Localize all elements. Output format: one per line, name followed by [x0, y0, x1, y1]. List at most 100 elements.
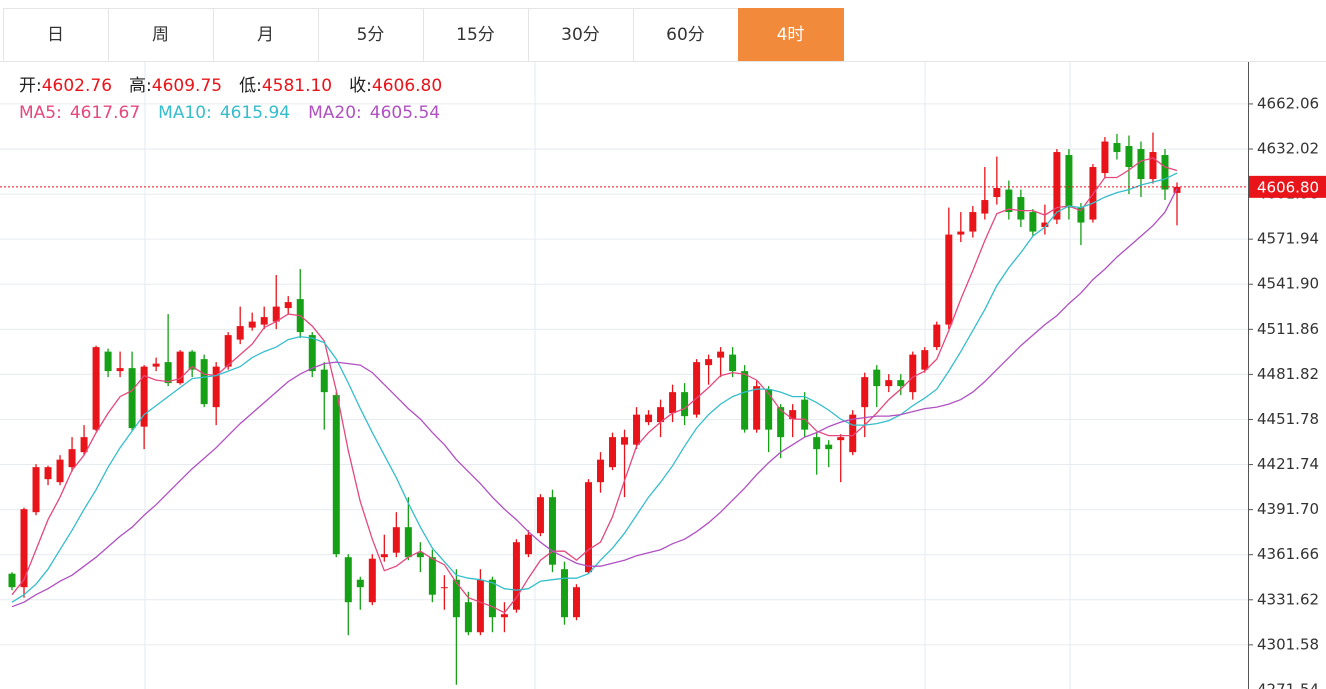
tab-label[interactable]: 日: [47, 25, 64, 45]
candle-body: [392, 527, 400, 553]
candle-body: [645, 414, 653, 423]
legend-value: 4617.67: [70, 103, 140, 123]
candle-body: [1029, 212, 1037, 232]
legend-name: MA10:: [158, 103, 212, 123]
candle-body: [1125, 146, 1133, 168]
tab-label[interactable]: 周: [152, 25, 169, 45]
tab-label[interactable]: 5分: [357, 25, 385, 45]
candle-body: [512, 542, 520, 610]
candle-body: [609, 437, 617, 468]
y-tick-label: 4331.62: [1257, 590, 1319, 608]
candle-body: [717, 351, 725, 358]
tab-label[interactable]: 15分: [456, 25, 495, 45]
ma-line: [11, 157, 1178, 614]
candle-body: [1077, 207, 1085, 223]
last-price-tag: [1249, 175, 1326, 198]
y-tick-label: 4421.74: [1257, 455, 1319, 473]
plot: [0, 103, 1248, 685]
y-tick-label: 4481.82: [1257, 365, 1319, 383]
candle-body: [885, 380, 893, 387]
candle-body: [1113, 143, 1121, 153]
candle-body: [633, 414, 641, 445]
candle-body: [248, 321, 256, 328]
ohlc-value: 4609.75: [152, 76, 222, 96]
candle-body: [933, 324, 941, 348]
candle-body: [260, 317, 268, 325]
ma-line: [11, 172, 1178, 603]
ohlc-label: 低:: [239, 76, 262, 96]
y-tick-label: 4632.02: [1257, 140, 1319, 158]
candle-body: [1053, 152, 1061, 220]
candle-body: [476, 579, 484, 633]
ohlc-value: 4606.80: [372, 76, 442, 96]
candle-body: [140, 366, 148, 427]
candle-body: [957, 231, 965, 235]
candle-body: [440, 587, 448, 589]
candle-body: [1017, 197, 1025, 220]
candle-body: [128, 368, 136, 429]
tab-label[interactable]: 月: [257, 25, 274, 45]
candle-body: [1137, 149, 1145, 180]
last-price-label: 4606.80: [1257, 178, 1319, 196]
candle-body: [741, 371, 749, 430]
candle-body: [969, 212, 977, 232]
tab[interactable]: [423, 8, 529, 62]
tab-label[interactable]: 30分: [561, 25, 600, 45]
candle-body: [1041, 222, 1049, 228]
candle-body: [657, 407, 665, 423]
grid: [144, 62, 1071, 689]
tab[interactable]: [528, 8, 634, 62]
candle-body: [669, 392, 677, 414]
candle-body: [212, 366, 220, 408]
tab-label[interactable]: 4时: [777, 25, 805, 45]
tab[interactable]: [3, 8, 109, 62]
candle-body: [344, 557, 352, 603]
candle-body: [176, 351, 184, 384]
ohlc-label: 高:: [129, 76, 152, 96]
candle-body: [464, 602, 472, 633]
candle-body: [8, 573, 16, 588]
y-tick-label: 4271.54: [1257, 680, 1319, 689]
candle-body: [1005, 189, 1013, 213]
y-tick-label: 4391.70: [1257, 500, 1319, 518]
tab[interactable]: [738, 8, 844, 62]
candle-body: [80, 437, 88, 453]
candle-body: [320, 369, 328, 393]
candle-body: [308, 335, 316, 372]
candle-body: [909, 354, 917, 393]
candle-body: [116, 368, 124, 372]
y-tick-label: 4451.78: [1257, 410, 1319, 428]
candle-body: [861, 377, 869, 408]
tab[interactable]: [318, 8, 424, 62]
candle-body: [993, 188, 1001, 198]
candle-body: [368, 558, 376, 603]
candle-body: [572, 587, 580, 618]
candle-body: [428, 557, 436, 595]
candle-body: [560, 569, 568, 618]
candle-body: [789, 410, 797, 420]
ma-line: [11, 188, 1178, 608]
candle-body: [801, 399, 809, 430]
candle-body: [200, 359, 208, 405]
candle-body: [813, 437, 821, 450]
candle-body: [44, 467, 52, 480]
tab-label[interactable]: 60分: [666, 25, 705, 45]
ohlc-label: 开:: [19, 76, 42, 96]
candle-body: [488, 579, 496, 618]
y-tick-label: 4511.86: [1257, 320, 1319, 338]
candle-body: [1161, 155, 1169, 190]
candle-body: [380, 554, 388, 558]
legend-value: 4615.94: [220, 103, 290, 123]
candle-body: [32, 467, 40, 513]
candle-body: [68, 449, 76, 468]
candle-body: [56, 459, 64, 483]
candle-body: [224, 335, 232, 367]
tab[interactable]: [213, 8, 319, 62]
ohlc-label: 收:: [349, 76, 372, 96]
y-axis: 4662.064632.024601.984571.944541.904511.…: [1248, 94, 1326, 689]
candle-body: [416, 552, 424, 558]
y-tick-label: 4571.94: [1257, 230, 1319, 248]
candle-body: [1065, 155, 1073, 208]
candle-body: [188, 351, 196, 370]
